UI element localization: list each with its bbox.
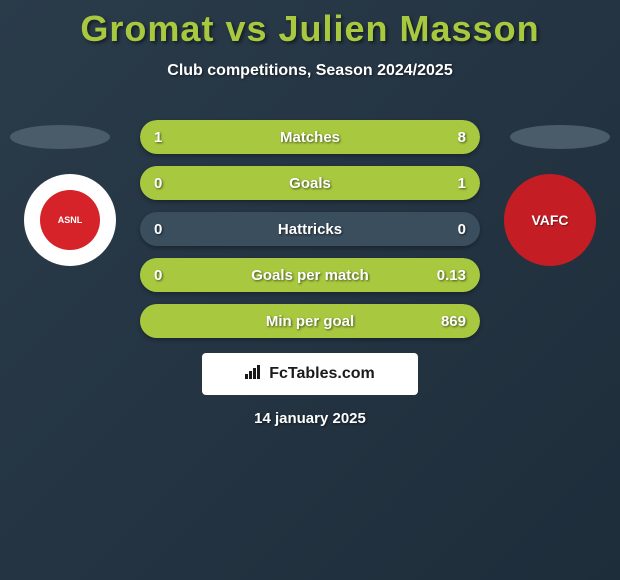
shadow-ellipse-left bbox=[10, 125, 110, 149]
stat-row: 0 Goals 1 bbox=[140, 166, 480, 200]
stat-label: Matches bbox=[280, 129, 340, 146]
team-badge-left: ASNL bbox=[24, 174, 116, 266]
team-badge-right: VAFC bbox=[504, 174, 596, 266]
date-label: 14 january 2025 bbox=[254, 410, 366, 427]
stat-label: Goals per match bbox=[251, 267, 369, 284]
stat-value-left: 0 bbox=[154, 175, 162, 192]
stat-row: 0 Goals per match 0.13 bbox=[140, 258, 480, 292]
team-badge-left-label: ASNL bbox=[40, 190, 100, 250]
stat-value-right: 0.13 bbox=[437, 267, 466, 284]
stat-row: 0 Hattricks 0 bbox=[140, 212, 480, 246]
stat-value-left: 1 bbox=[154, 129, 162, 146]
stats-container: 1 Matches 8 0 Goals 1 0 Hattricks 0 0 Goals per ma… bbox=[140, 120, 480, 350]
stat-row: 1 Matches 8 bbox=[140, 120, 480, 154]
stat-value-left: 0 bbox=[154, 221, 162, 238]
stat-label: Goals bbox=[289, 175, 331, 192]
stat-row: Min per goal 869 bbox=[140, 304, 480, 338]
comparison-subtitle: Club competitions, Season 2024/2025 bbox=[0, 62, 620, 80]
comparison-title: Gromat vs Julien Masson bbox=[0, 0, 620, 50]
shadow-ellipse-right bbox=[510, 125, 610, 149]
stat-value-left: 0 bbox=[154, 267, 162, 284]
stat-value-right: 0 bbox=[458, 221, 466, 238]
team-badge-right-label: VAFC bbox=[531, 212, 568, 228]
stat-label: Min per goal bbox=[266, 313, 354, 330]
stat-label: Hattricks bbox=[278, 221, 342, 238]
brand-box[interactable]: FcTables.com bbox=[202, 353, 418, 395]
stat-value-right: 869 bbox=[441, 313, 466, 330]
chart-icon bbox=[245, 365, 263, 384]
brand-label: FcTables.com bbox=[269, 365, 375, 383]
stat-value-right: 1 bbox=[458, 175, 466, 192]
stat-value-right: 8 bbox=[458, 129, 466, 146]
